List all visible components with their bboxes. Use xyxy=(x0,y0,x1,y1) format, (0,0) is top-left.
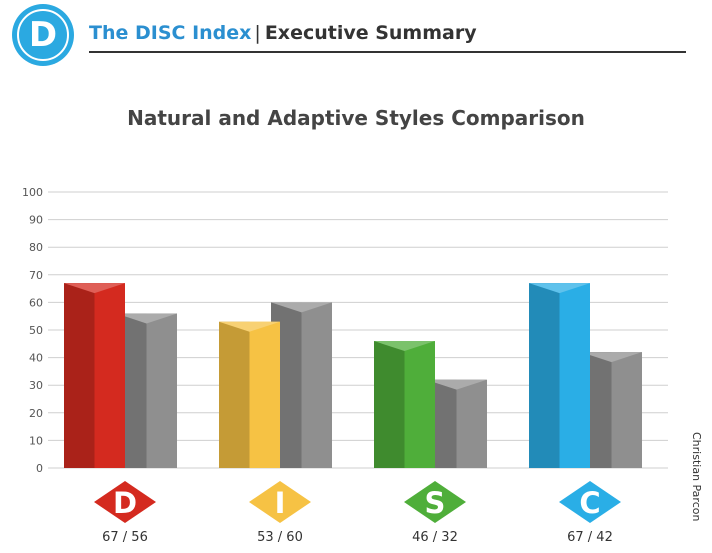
y-tick-label: 60 xyxy=(29,296,43,309)
x-tick-label: C xyxy=(579,486,600,520)
natural-bar-top-face xyxy=(219,321,280,332)
header-divider xyxy=(89,51,686,53)
natural-bar-left-face xyxy=(219,321,250,468)
natural-bar-right-face xyxy=(404,341,435,468)
author-credit: Christian Parcon xyxy=(690,432,703,522)
adaptive-bar-top-face xyxy=(426,379,487,390)
natural-bar-right-face xyxy=(559,283,590,468)
natural-bar-left-face xyxy=(374,341,405,468)
adaptive-bar-top-face xyxy=(116,313,177,324)
data-label: 53 / 60 xyxy=(257,530,303,545)
adaptive-bar-right-face xyxy=(611,352,642,468)
page-header: The DISC Index | Executive Summary xyxy=(89,22,477,44)
chart-title: Natural and Adaptive Styles Comparison xyxy=(127,106,585,130)
natural-bar-top-face xyxy=(529,283,590,294)
y-tick-label: 40 xyxy=(29,352,43,365)
y-tick-label: 10 xyxy=(29,434,43,447)
data-label: 67 / 56 xyxy=(102,530,148,545)
data-label: 67 / 42 xyxy=(567,530,613,545)
adaptive-bar-top-face xyxy=(271,302,332,313)
adaptive-bar-right-face xyxy=(301,302,332,468)
x-tick-label: S xyxy=(425,486,446,520)
y-tick-label: 20 xyxy=(29,407,43,420)
header-subtitle: Executive Summary xyxy=(264,22,477,44)
y-tick-label: 90 xyxy=(29,214,43,227)
natural-bar-left-face xyxy=(64,283,95,468)
x-tick-label: I xyxy=(275,486,286,520)
disc-logo: D xyxy=(12,4,74,66)
y-tick-label: 80 xyxy=(29,241,43,254)
data-label: 46 / 32 xyxy=(412,530,458,545)
y-tick-label: 30 xyxy=(29,379,43,392)
natural-bar-right-face xyxy=(249,321,280,468)
adaptive-bar-right-face xyxy=(146,313,177,468)
adaptive-bar-top-face xyxy=(581,352,642,363)
category-diamond xyxy=(559,481,621,523)
natural-bar-left-face xyxy=(529,283,560,468)
adaptive-bar-right-face xyxy=(456,379,487,468)
y-tick-label: 70 xyxy=(29,269,43,282)
y-tick-label: 100 xyxy=(22,186,43,199)
natural-bar-top-face xyxy=(374,341,435,352)
header-brand: The DISC Index xyxy=(89,22,252,44)
natural-bar-right-face xyxy=(94,283,125,468)
category-diamond xyxy=(404,481,466,523)
logo-letter: D xyxy=(17,9,69,61)
y-tick-label: 0 xyxy=(36,462,43,475)
category-diamond xyxy=(94,481,156,523)
header-separator: | xyxy=(254,22,261,44)
y-tick-label: 50 xyxy=(29,324,43,337)
natural-bar-top-face xyxy=(64,283,125,294)
x-tick-label: D xyxy=(113,486,137,520)
category-diamond xyxy=(249,481,311,523)
